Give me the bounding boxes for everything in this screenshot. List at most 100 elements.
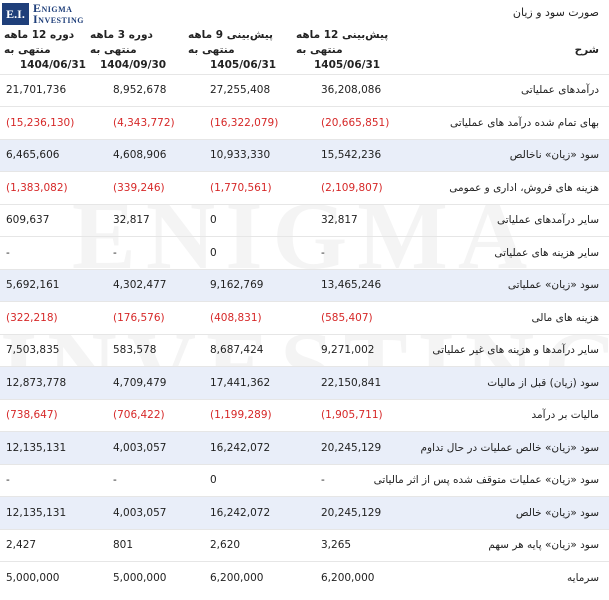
row-label: سود (زیان) قبل از مالیات <box>487 376 599 389</box>
cell-c4: 12,135,131 <box>6 441 67 454</box>
income-statement-table: شرح پیش‌بینی 12 ماهه منتهی به 1405/06/31… <box>0 28 609 594</box>
cell-c4: 5,692,161 <box>6 279 60 292</box>
row-label: سود «زیان» خالص <box>515 506 599 519</box>
table-row: سرمایه 6,200,000 6,200,000 5,000,000 5,000,0… <box>0 561 609 595</box>
cell-c2: 0 <box>210 246 217 259</box>
table-row: بهای تمام شده درآمد های عملیاتی (20,665,8… <box>0 106 609 140</box>
logo-mark: E.I. <box>2 3 29 25</box>
column-header-forecast-12m: پیش‌بینی 12 ماهه منتهی به 1405/06/31 <box>292 28 394 74</box>
cell-c2: 16,242,072 <box>210 506 271 519</box>
logo: E.I. Enigma Investing <box>0 0 96 28</box>
table-header-row: شرح پیش‌بینی 12 ماهه منتهی به 1405/06/31… <box>0 28 609 74</box>
cell-c3: 32,817 <box>113 214 150 227</box>
table-row: سود «زیان» پایه هر سهم 3,265 2,620 801 2,427 <box>0 529 609 562</box>
cell-c2: 16,242,072 <box>210 441 271 454</box>
column-header-forecast-9m: پیش‌بینی 9 ماهه منتهی به 1405/06/31 <box>184 28 292 74</box>
table-row: سود «زیان» عملیات متوقف شده پس از اثر ما… <box>0 464 609 497</box>
cell-c3: 4,709,479 <box>113 376 167 389</box>
row-label: سایر درآمدهای عملیاتی <box>497 214 599 227</box>
table-row: هزینه های فروش، اداری و عمومی (2,109,807)… <box>0 171 609 205</box>
cell-c1: 9,271,002 <box>321 344 375 357</box>
cell-c1: 32,817 <box>321 214 358 227</box>
cell-c1: 3,265 <box>321 539 352 552</box>
table-row: درآمدهای عملیاتی 36,208,086 27,255,408 8,95… <box>0 74 609 107</box>
row-label: سود «زیان» عملیات متوقف شده پس از اثر ما… <box>373 474 599 487</box>
row-label: سود «زیان» پایه هر سهم <box>488 539 599 552</box>
row-label: مالیات بر درآمد <box>531 409 599 422</box>
table-row: سود «زیان» خالص عملیات در حال تداوم 20,24… <box>0 431 609 464</box>
table-row: سود «زیان» خالص 20,245,129 16,242,072 4,003… <box>0 496 609 529</box>
table-row: سایر درآمدهای عملیاتی 32,817 0 32,817 609,63… <box>0 204 609 237</box>
cell-c3: 4,003,057 <box>113 441 167 454</box>
column-header-period-3m: دوره 3 ماهه منتهی به 1404/09/30 <box>86 28 184 74</box>
cell-c3: 4,003,057 <box>113 506 167 519</box>
row-label: سرمایه <box>567 572 599 584</box>
row-label: سود «زیان» خالص عملیات در حال تداوم <box>420 441 599 454</box>
cell-c2: 10,933,330 <box>210 149 271 162</box>
cell-c4: (1,383,082) <box>6 181 68 194</box>
cell-c2: 0 <box>210 474 217 487</box>
cell-c1: (20,665,851) <box>321 116 390 129</box>
column-header-line: پیش‌بینی 9 ماهه منتهی به <box>188 29 273 57</box>
cell-c2: (408,831) <box>210 311 262 324</box>
cell-c4: 7,503,835 <box>6 344 60 357</box>
cell-c1: (2,109,807) <box>321 181 383 194</box>
cell-c3: - <box>113 246 117 259</box>
cell-c2: (1,199,289) <box>210 409 272 422</box>
cell-c3: 8,952,678 <box>113 84 167 97</box>
row-label: بهای تمام شده درآمد های عملیاتی <box>450 116 599 129</box>
cell-c2: 27,255,408 <box>210 84 271 97</box>
cell-c4: - <box>6 246 10 259</box>
cell-c3: 801 <box>113 539 134 552</box>
column-header-date: 1405/06/31 <box>210 59 277 72</box>
cell-c4: 2,427 <box>6 539 37 552</box>
cell-c1: 20,245,129 <box>321 506 382 519</box>
cell-c1: (1,905,711) <box>321 409 383 422</box>
cell-c1: 36,208,086 <box>321 84 382 97</box>
cell-c2: 17,441,362 <box>210 376 271 389</box>
cell-c4: 6,465,606 <box>6 149 60 162</box>
column-header-date: 1404/06/31 <box>19 59 86 72</box>
cell-c1: - <box>321 246 325 259</box>
cell-c3: (339,246) <box>113 181 165 194</box>
cell-c1: (585,407) <box>321 311 373 324</box>
logo-line-2: Investing <box>33 12 84 26</box>
table-row: مالیات بر درآمد (1,905,711) (1,199,289) (70… <box>0 399 609 432</box>
column-header-date: 1404/09/30 <box>100 59 167 72</box>
column-header-description: شرح <box>574 44 599 57</box>
cell-c3: - <box>113 474 117 487</box>
cell-c2: (1,770,561) <box>210 181 272 194</box>
table-row: سود (زیان) قبل از مالیات 22,150,841 17,441… <box>0 366 609 399</box>
logo-line-1: Enigma <box>33 1 73 15</box>
cell-c4: 609,637 <box>6 214 50 227</box>
cell-c4: 12,135,131 <box>6 506 67 519</box>
table-row: سایر هزینه های عملیاتی - 0 - - <box>0 236 609 270</box>
cell-c4: (738,647) <box>6 409 58 422</box>
cell-c3: (706,422) <box>113 409 165 422</box>
column-header-line: دوره 3 ماهه منتهی به <box>90 29 153 57</box>
table-row: سود «زیان» عملیاتی 13,465,246 9,162,769 4,3… <box>0 269 609 302</box>
row-label: درآمدهای عملیاتی <box>521 84 599 97</box>
cell-c2: 9,162,769 <box>210 279 264 292</box>
cell-c2: 8,687,424 <box>210 344 264 357</box>
cell-c4: (322,218) <box>6 311 58 324</box>
row-label: سود «زیان» عملیاتی <box>507 279 599 292</box>
page-title: صورت سود و زیان <box>512 6 599 19</box>
cell-c1: 20,245,129 <box>321 441 382 454</box>
cell-c1: 6,200,000 <box>321 572 375 584</box>
column-header-line: دوره 12 ماهه منتهی به <box>4 29 75 57</box>
row-label: سود «زیان» ناخالص <box>509 149 599 162</box>
table-row: سایر درآمدها و هزینه های غیر عملیاتی 9,27… <box>0 334 609 367</box>
cell-c2: 6,200,000 <box>210 572 264 584</box>
cell-c2: 2,620 <box>210 539 241 552</box>
column-header-date: 1405/06/31 <box>314 59 381 72</box>
cell-c4: 12,873,778 <box>6 376 67 389</box>
row-label: هزینه های فروش، اداری و عمومی <box>449 181 599 194</box>
cell-c4: 5,000,000 <box>6 572 60 584</box>
cell-c4: 21,701,736 <box>6 84 67 97</box>
cell-c1: 13,465,246 <box>321 279 382 292</box>
row-label: سایر هزینه های عملیاتی <box>494 246 599 259</box>
cell-c4: (15,236,130) <box>6 116 75 129</box>
cell-c1: 22,150,841 <box>321 376 382 389</box>
cell-c3: 583,578 <box>113 344 157 357</box>
